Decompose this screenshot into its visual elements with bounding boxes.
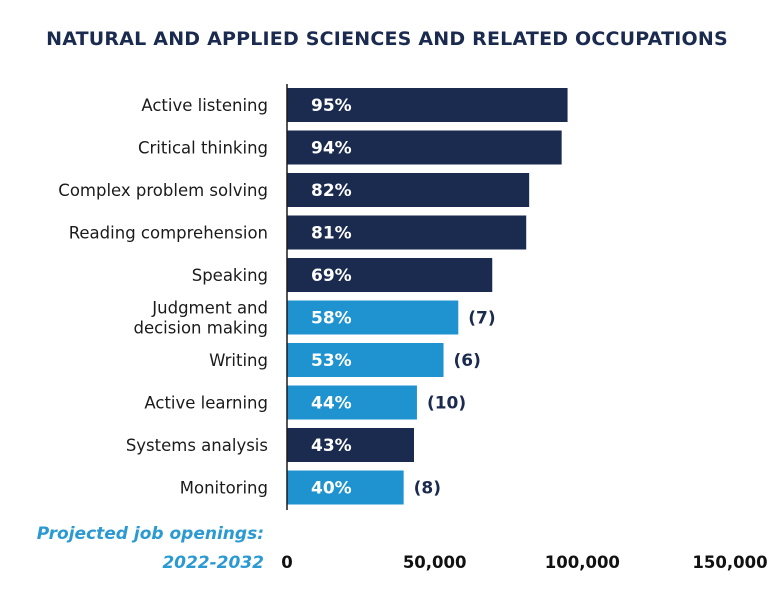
data-label: 40% bbox=[311, 479, 352, 499]
category-label: Speaking bbox=[192, 266, 268, 285]
data-label: 69% bbox=[311, 266, 352, 286]
x-axis-title-line: Projected job openings: bbox=[37, 524, 264, 544]
category-label: Judgment and decision making bbox=[133, 299, 268, 338]
data-label: 43% bbox=[311, 436, 352, 456]
x-tick-label: 100,000 bbox=[545, 553, 620, 572]
category-label: Critical thinking bbox=[138, 139, 268, 158]
x-axis-title: Projected job openings: 2022-2032 bbox=[37, 524, 264, 573]
rank-label: (6) bbox=[454, 351, 481, 371]
x-tick-label: 0 bbox=[281, 553, 292, 572]
category-label: Monitoring bbox=[180, 479, 268, 498]
data-label: 58% bbox=[311, 309, 352, 329]
data-label: 81% bbox=[311, 224, 352, 244]
bar bbox=[287, 173, 530, 207]
data-label: 44% bbox=[311, 394, 352, 414]
rank-label: (7) bbox=[468, 309, 495, 329]
data-label: 53% bbox=[311, 351, 352, 371]
bar bbox=[287, 470, 404, 505]
x-axis-title-line: 2022-2032 bbox=[162, 553, 264, 573]
rank-label: (8) bbox=[414, 479, 441, 499]
bar bbox=[287, 428, 414, 462]
category-label: Active listening bbox=[141, 96, 268, 115]
bar bbox=[287, 130, 562, 165]
bar bbox=[287, 343, 444, 377]
category-label: Complex problem solving bbox=[58, 181, 268, 200]
x-tick-label: 50,000 bbox=[403, 553, 467, 572]
category-label: Reading comprehension bbox=[69, 224, 268, 243]
bar bbox=[287, 215, 527, 250]
x-tick-labels: 0 50,000 100,000 150,000 bbox=[281, 553, 767, 572]
bar bbox=[287, 385, 417, 420]
data-label: 82% bbox=[311, 181, 352, 201]
bar bbox=[287, 88, 568, 122]
bar bbox=[287, 258, 493, 292]
category-label: Writing bbox=[209, 351, 268, 370]
data-label: 95% bbox=[311, 96, 352, 116]
data-label: 94% bbox=[311, 139, 352, 159]
rank-label: (10) bbox=[427, 394, 466, 414]
bar bbox=[287, 300, 459, 335]
chart-title: NATURAL AND APPLIED SCIENCES AND RELATED… bbox=[46, 28, 728, 50]
bars-layer: Active listening 95% Critical thinking 94% C… bbox=[58, 88, 568, 505]
category-label: Systems analysis bbox=[126, 436, 268, 455]
category-label: Active learning bbox=[144, 394, 268, 413]
x-tick-label: 150,000 bbox=[692, 553, 767, 572]
